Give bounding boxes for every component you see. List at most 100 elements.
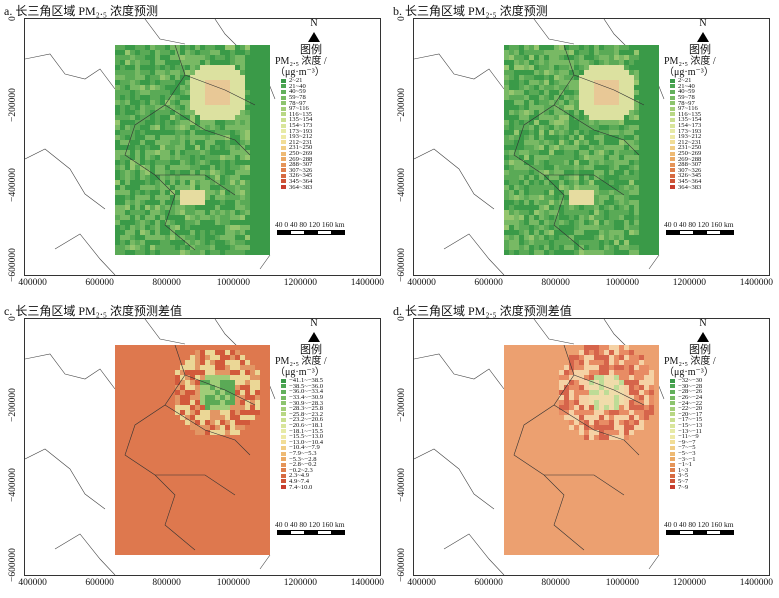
- raster-cell: [240, 405, 245, 410]
- raster-cell: [145, 175, 150, 180]
- raster-cell: [230, 485, 235, 490]
- raster-cell: [140, 380, 145, 385]
- raster-cell: [195, 395, 200, 400]
- raster-cell: [165, 420, 170, 425]
- raster-cell: [624, 70, 629, 75]
- raster-cell: [235, 105, 240, 110]
- legend-swatch: [670, 84, 675, 88]
- raster-cell: [534, 385, 539, 390]
- panel-title: c. 长三角区域 PM₂.₅ 浓度预测差值: [4, 302, 182, 319]
- raster-cell: [215, 245, 220, 250]
- raster-cell: [240, 450, 245, 455]
- raster-cell: [140, 220, 145, 225]
- raster-cell: [140, 510, 145, 515]
- raster-cell: [155, 550, 160, 555]
- raster-cell: [140, 400, 145, 405]
- raster-cell: [220, 55, 225, 60]
- raster-cell: [145, 530, 150, 535]
- raster-cell: [165, 235, 170, 240]
- raster-cell: [529, 440, 534, 445]
- legend-swatch: [670, 179, 675, 183]
- raster-cell: [549, 195, 554, 200]
- raster-cell: [609, 140, 614, 145]
- raster-cell: [609, 65, 614, 70]
- raster-cell: [569, 85, 574, 90]
- raster-cell: [160, 475, 165, 480]
- raster-cell: [195, 550, 200, 555]
- raster-cell: [190, 405, 195, 410]
- raster-cell: [155, 245, 160, 250]
- raster-cell: [210, 370, 215, 375]
- raster-cell: [649, 460, 654, 465]
- raster-cell: [584, 350, 589, 355]
- raster-cell: [135, 130, 140, 135]
- raster-cell: [210, 145, 215, 150]
- raster-cell: [135, 470, 140, 475]
- raster-cell: [210, 170, 215, 175]
- raster-cell: [649, 65, 654, 70]
- raster-cell: [230, 250, 235, 255]
- scale-bar: 40 0 40 80 120 160 km: [275, 220, 375, 235]
- raster-cell: [140, 205, 145, 210]
- raster-cell: [584, 145, 589, 150]
- raster-cell: [210, 345, 215, 350]
- raster-cell: [534, 160, 539, 165]
- raster-cell: [235, 360, 240, 365]
- raster-cell: [180, 45, 185, 50]
- raster-cell: [190, 445, 195, 450]
- raster-cell: [619, 465, 624, 470]
- raster-cell: [564, 170, 569, 175]
- raster-cell: [155, 395, 160, 400]
- raster-cell: [549, 160, 554, 165]
- raster-cell: [120, 440, 125, 445]
- raster-cell: [519, 460, 524, 465]
- raster-cell: [594, 400, 599, 405]
- raster-cell: [549, 90, 554, 95]
- raster-cell: [115, 150, 120, 155]
- raster-cell: [230, 420, 235, 425]
- raster-cell: [185, 470, 190, 475]
- raster-cell: [250, 490, 255, 495]
- raster-cell: [205, 110, 210, 115]
- raster-cell: [574, 105, 579, 110]
- raster-cell: [624, 390, 629, 395]
- raster-cell: [205, 185, 210, 190]
- raster-cell: [135, 485, 140, 490]
- raster-cell: [544, 205, 549, 210]
- raster-cell: [569, 460, 574, 465]
- raster-cell: [594, 205, 599, 210]
- raster-cell: [649, 170, 654, 175]
- raster-cell: [644, 180, 649, 185]
- raster-cell: [609, 450, 614, 455]
- raster-cell: [624, 430, 629, 435]
- raster-cell: [569, 190, 574, 195]
- raster-cell: [220, 160, 225, 165]
- raster-cell: [619, 400, 624, 405]
- raster-cell: [235, 505, 240, 510]
- raster-cell: [534, 215, 539, 220]
- raster-cell: [120, 250, 125, 255]
- raster-cell: [255, 470, 260, 475]
- raster-cell: [504, 100, 509, 105]
- raster-cell: [215, 535, 220, 540]
- raster-cell: [559, 380, 564, 385]
- raster-cell: [255, 220, 260, 225]
- raster-cell: [504, 180, 509, 185]
- raster-cell: [160, 410, 165, 415]
- raster-cell: [120, 420, 125, 425]
- raster-cell: [260, 500, 265, 505]
- raster-cell: [160, 540, 165, 545]
- raster-cell: [594, 350, 599, 355]
- raster-cell: [135, 400, 140, 405]
- raster-cell: [245, 230, 250, 235]
- raster-cell: [195, 180, 200, 185]
- raster-cell: [160, 350, 165, 355]
- raster-cell: [554, 120, 559, 125]
- raster-cell: [584, 125, 589, 130]
- raster-cell: [504, 415, 509, 420]
- raster-cell: [649, 415, 654, 420]
- raster-cell: [265, 55, 270, 60]
- raster-cell: [235, 205, 240, 210]
- raster-cell: [125, 210, 130, 215]
- raster-cell: [155, 365, 160, 370]
